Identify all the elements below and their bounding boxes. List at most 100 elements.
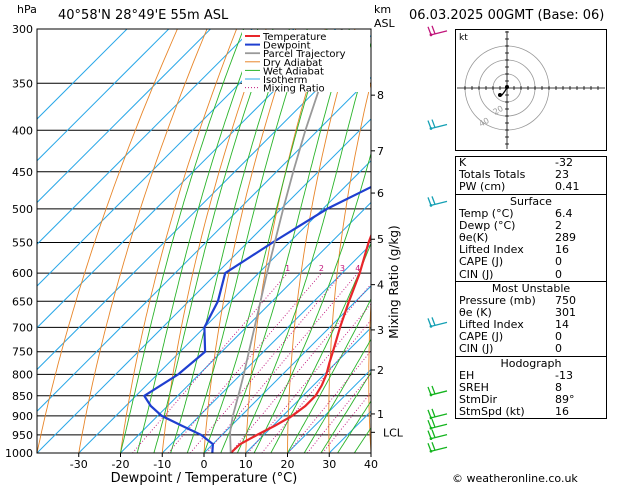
row-label: Pressure (mb): [459, 293, 536, 307]
km-tick-label: 7: [377, 145, 384, 158]
wind-barb-feather: [431, 196, 436, 205]
wet-adiabat: [320, 371, 371, 453]
indices-panel: K -32 Totals Totals 23 PW (cm) 0.41 Surface…: [455, 156, 607, 420]
row-label: SREH: [459, 380, 489, 394]
dry-adiabat: [78, 29, 208, 453]
wind-barb-feather: [427, 443, 432, 452]
location-label: 40°58'N 28°49'E 55m ASL: [58, 8, 229, 23]
wet-adiabat: [303, 338, 371, 453]
wind-barb-feather: [431, 408, 436, 418]
mixing-ratio-label: 20: [447, 264, 452, 273]
km-tick-label: 2: [377, 364, 384, 377]
row-value: 0: [555, 342, 562, 356]
wind-barb: [427, 408, 448, 420]
hodograph-rows: EH -13 SREH 8 StmDir 89° StmSpd (kt) 16: [456, 368, 606, 419]
x-tick-label: 40: [364, 458, 378, 471]
isotherm: [37, 29, 295, 287]
wind-barb-feather: [427, 409, 432, 419]
pressure-tick-label: 950: [12, 429, 33, 442]
isotherm: [37, 118, 371, 453]
index-pw: PW (cm) 0.41: [459, 180, 580, 194]
legend-entry: Wet Adiabat: [263, 66, 324, 77]
wet-adiabat: [170, 29, 290, 453]
mixing-ratio-line: [287, 350, 371, 453]
wind-barb-feather: [427, 120, 432, 129]
row-label: Lifted Index: [459, 318, 524, 332]
x-tick-label: -30: [70, 458, 88, 471]
row-label: Temp (°C): [459, 206, 514, 220]
wind-barb-staff: [430, 123, 448, 130]
wet-adiabat: [203, 29, 328, 453]
wind-barb-feather: [431, 385, 436, 395]
pressure-tick-label: 800: [12, 368, 33, 381]
hodograph-point: [498, 93, 502, 97]
mixing-ratio-label: 10: [405, 264, 415, 273]
row-value: -13: [555, 368, 573, 382]
hodograph: kt 40 20: [455, 29, 607, 151]
wind-barb-dot: [429, 324, 433, 328]
isotherm: [37, 29, 211, 204]
wind-barb-dot: [429, 416, 433, 420]
table-row: Temp (°C) 6.4: [456, 206, 606, 220]
pressure-tick-label: 400: [12, 124, 33, 137]
index-k: K -32: [459, 156, 573, 169]
table-row: SREH 8: [456, 380, 606, 394]
sounding-lines: [142, 29, 371, 453]
wet-adiabat: [337, 400, 371, 453]
x-axis-label: Dewpoint / Temperature (°C): [111, 471, 298, 486]
mixing-ratio-label: 4: [355, 264, 360, 273]
wind-barb: [427, 25, 448, 37]
table-row: StmDir 89°: [456, 393, 606, 406]
pressure-tick-label: 600: [12, 267, 33, 280]
hodograph-ring-label-inner: 20: [492, 104, 505, 117]
wind-barb-staff: [430, 423, 448, 429]
wet-adiabat: [287, 297, 371, 453]
table-row: CIN (J) 0: [456, 343, 606, 355]
row-value: 750: [555, 293, 576, 307]
hodograph-title: Hodograph: [500, 356, 562, 370]
legend-entry: Mixing Ratio: [263, 84, 325, 95]
most-unstable-title: Most Unstable: [491, 281, 571, 295]
wet-adiabat: [236, 40, 371, 453]
wet-adiabat: [153, 29, 274, 453]
row-value: 16: [555, 405, 569, 419]
series-temperature: [229, 233, 371, 453]
pressure-tick-label: 300: [12, 23, 33, 36]
isotherm: [37, 29, 128, 120]
mixing-ratio-label: 15: [429, 264, 439, 273]
wind-barb-dot: [429, 127, 433, 130]
table-row: θe (K) 301: [456, 305, 606, 319]
table-row: CAPE (J) 0: [456, 331, 606, 343]
pressure-tick-label: 1000: [5, 447, 33, 460]
wind-barb-staff: [430, 321, 448, 328]
row-label: CIN (J): [459, 267, 494, 281]
wind-barb-feather: [431, 442, 436, 451]
km-tick-label: 1: [377, 408, 384, 421]
wind-barbs: [427, 25, 448, 453]
dry-adiabat: [445, 29, 452, 453]
copyright-footer: © weatheronline.co.uk: [452, 472, 578, 485]
wet-adiabat: [136, 29, 259, 453]
wet-adiabat: [120, 29, 245, 453]
x-tick-label: -10: [153, 458, 171, 471]
datetime-label: 06.03.2025 00GMT (Base: 06): [409, 8, 605, 23]
series-dewpoint: [142, 185, 371, 453]
mixing-ratio-line: [230, 283, 371, 453]
wind-barb: [427, 418, 448, 430]
hpa-label: hPa: [17, 3, 37, 16]
pressure-tick-label: 700: [12, 321, 33, 334]
pressure-tick-label: 650: [12, 295, 33, 308]
legend-entry: Dewpoint: [263, 41, 311, 52]
legend-background: [242, 30, 370, 92]
pressure-tick-label: 550: [12, 236, 33, 249]
isotherm: [245, 327, 371, 453]
wind-barb-feather: [427, 26, 432, 36]
hodograph-kt-label: kt: [459, 33, 468, 43]
row-value: 0: [555, 267, 562, 281]
wind-barb-feather: [431, 119, 436, 128]
index-totals-totals: Totals Totals 23: [459, 168, 569, 182]
km-tick-label: 4: [377, 279, 384, 292]
x-tick-label: 20: [281, 458, 295, 471]
row-value: 0: [555, 255, 562, 269]
row-label: θe (K): [459, 305, 492, 319]
